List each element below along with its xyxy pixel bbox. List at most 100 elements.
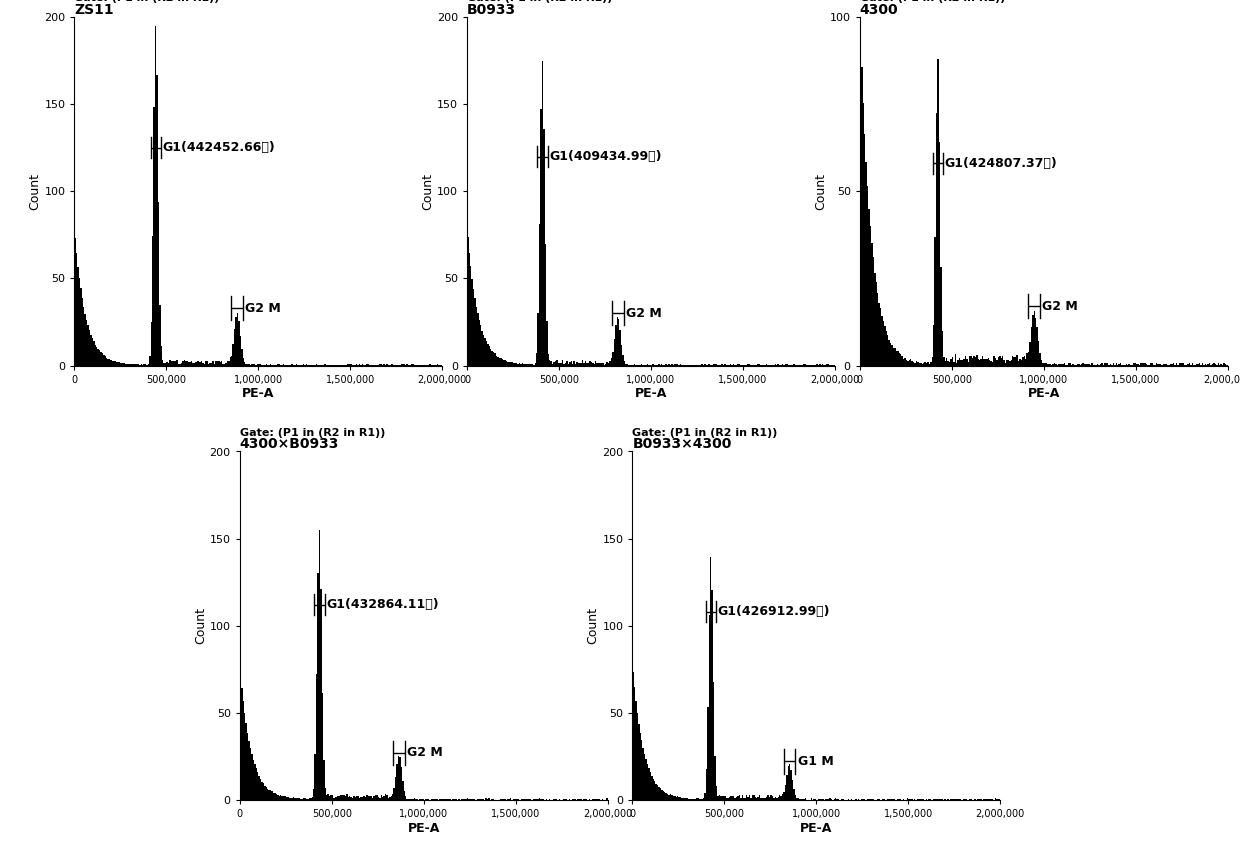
Bar (254, 764, 255, 800)
Bar (383, 365, 384, 366)
Bar (641, 740, 642, 800)
Bar (486, 341, 487, 366)
Bar (960, 799, 961, 800)
Bar (687, 798, 688, 800)
Bar (310, 798, 311, 800)
Bar (1076, 365, 1078, 366)
Bar (826, 364, 828, 366)
Bar (950, 359, 952, 366)
Bar (828, 365, 830, 366)
Bar (1044, 363, 1045, 366)
Bar (792, 780, 794, 800)
Bar (319, 530, 320, 800)
Bar (304, 798, 306, 800)
Bar (1157, 365, 1158, 366)
Bar (1011, 360, 1012, 366)
Bar (884, 326, 885, 366)
Bar (680, 364, 681, 366)
Bar (294, 798, 296, 800)
Bar (662, 791, 663, 800)
Bar (805, 798, 806, 800)
Bar (564, 799, 565, 800)
Bar (651, 776, 652, 800)
Bar (552, 364, 553, 366)
Bar (543, 128, 544, 366)
Bar (148, 364, 149, 366)
Bar (477, 313, 479, 365)
Bar (732, 796, 733, 800)
Bar (243, 358, 244, 366)
Bar (546, 321, 548, 365)
Bar (658, 365, 660, 366)
Text: G1(409434.99道): G1(409434.99道) (549, 150, 661, 163)
Bar (1025, 359, 1027, 366)
Bar (558, 363, 559, 366)
Bar (708, 365, 711, 366)
Bar (407, 365, 408, 366)
Bar (702, 364, 703, 366)
Bar (270, 790, 272, 800)
Bar (799, 799, 801, 800)
Bar (804, 365, 805, 366)
Bar (77, 267, 78, 366)
Bar (717, 796, 719, 800)
Bar (744, 797, 746, 800)
Bar (769, 797, 770, 800)
Bar (1158, 364, 1161, 366)
Bar (749, 365, 750, 366)
Bar (985, 359, 986, 365)
Bar (420, 365, 422, 366)
Bar (634, 364, 635, 366)
Bar (155, 27, 156, 366)
Bar (908, 360, 909, 366)
Bar (470, 799, 471, 800)
Bar (719, 796, 720, 800)
Bar (327, 794, 329, 800)
Bar (376, 796, 378, 800)
Bar (815, 365, 816, 366)
Bar (516, 363, 517, 366)
Text: G2 M: G2 M (246, 302, 281, 315)
Bar (599, 799, 600, 800)
Bar (877, 292, 878, 366)
Bar (677, 364, 678, 366)
Bar (991, 361, 992, 366)
Bar (134, 364, 135, 366)
Bar (1028, 353, 1029, 366)
Bar (202, 363, 203, 366)
Bar (993, 356, 994, 366)
Bar (476, 307, 477, 366)
Text: Gate: (P1 in (R2 in R1)): Gate: (P1 in (R2 in R1)) (632, 427, 777, 438)
Bar (992, 799, 993, 800)
Bar (391, 365, 392, 366)
Bar (1012, 357, 1013, 366)
Bar (1135, 363, 1136, 366)
Bar (632, 672, 634, 800)
Bar (217, 361, 218, 366)
Bar (201, 360, 202, 366)
Bar (614, 339, 615, 366)
Bar (522, 364, 523, 366)
Bar (521, 365, 522, 366)
Bar (900, 354, 901, 366)
Bar (1038, 341, 1039, 366)
Bar (463, 799, 464, 800)
Bar (981, 359, 982, 366)
Bar (733, 796, 734, 800)
Bar (790, 770, 792, 800)
Bar (897, 799, 898, 800)
Bar (234, 329, 236, 366)
Bar (78, 278, 81, 366)
Bar (892, 345, 893, 366)
Bar (480, 799, 481, 800)
Bar (683, 798, 684, 800)
Bar (1188, 364, 1189, 366)
Bar (668, 795, 670, 800)
Bar (880, 308, 882, 366)
Bar (967, 362, 968, 366)
Bar (1101, 363, 1102, 366)
Bar (1047, 365, 1048, 366)
Bar (518, 363, 521, 366)
Bar (760, 798, 761, 800)
Bar (869, 799, 870, 800)
